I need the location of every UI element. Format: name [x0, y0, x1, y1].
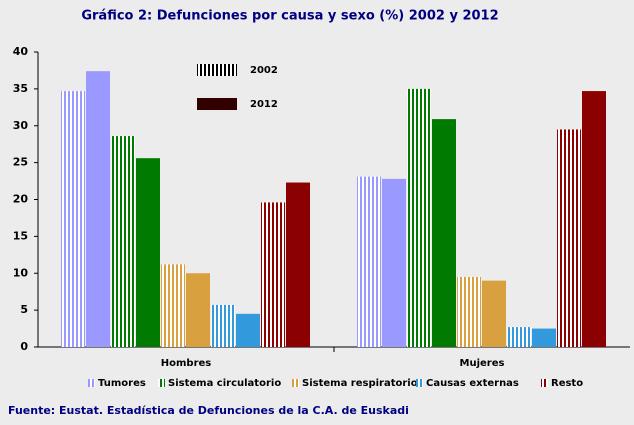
bar	[557, 129, 581, 347]
y-tick-label: 10	[13, 266, 29, 279]
legend-swatch	[197, 98, 237, 110]
x-tick-label: Hombres	[161, 358, 212, 369]
bar	[161, 264, 185, 347]
legend-label: Tumores	[98, 378, 146, 389]
bar	[186, 273, 210, 347]
bar	[236, 313, 260, 347]
bar	[432, 119, 456, 347]
legend-label: 2002	[250, 65, 278, 76]
bar	[382, 178, 406, 347]
y-tick-label: 25	[13, 156, 28, 169]
y-tick-label: 20	[13, 193, 29, 206]
y-tick-label: 15	[13, 229, 28, 242]
legend-label: Sistema circulatorio	[168, 378, 281, 389]
bar	[532, 328, 556, 347]
legend-swatch	[541, 379, 548, 387]
x-tick-label: Mujeres	[460, 358, 505, 369]
bar	[482, 280, 506, 347]
bar	[582, 91, 606, 348]
y-tick-label: 5	[20, 303, 28, 316]
legend-swatch	[292, 379, 299, 387]
bar	[111, 136, 135, 347]
chart-title: Gráfico 2: Defunciones por causa y sexo …	[81, 9, 498, 24]
bar	[407, 88, 431, 347]
y-tick-label: 0	[20, 340, 28, 353]
legend-swatch	[158, 379, 165, 387]
bar	[457, 276, 481, 347]
bar	[136, 158, 160, 347]
y-tick-label: 40	[13, 45, 29, 58]
bar	[507, 327, 531, 347]
bar	[61, 91, 85, 348]
legend-swatch	[416, 379, 423, 387]
legend-label: 2012	[250, 99, 278, 110]
legend-label: Sistema respiratorio	[302, 378, 418, 389]
y-tick-label: 30	[13, 119, 29, 132]
legend-label: Causas externas	[426, 378, 519, 389]
bar	[211, 304, 235, 347]
bar	[86, 71, 110, 348]
legend-swatch	[88, 379, 95, 387]
y-tick-label: 35	[13, 82, 28, 95]
bar	[286, 182, 310, 347]
legend-label: Resto	[551, 378, 583, 389]
legend-swatch	[197, 64, 237, 76]
bar	[357, 176, 381, 347]
bar	[261, 202, 285, 347]
source: Fuente: Eustat. Estadística de Defuncion…	[8, 404, 409, 417]
